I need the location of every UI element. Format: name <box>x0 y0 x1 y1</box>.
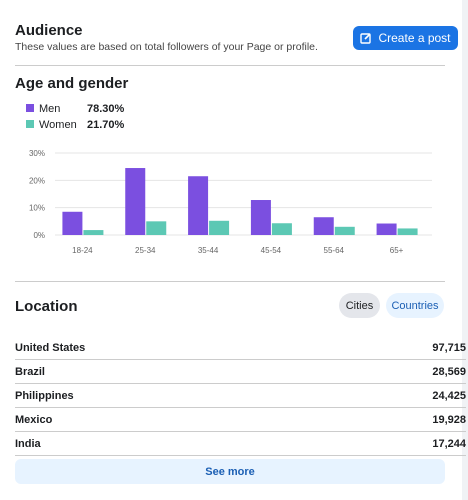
location-row: Philippines 24,425 <box>15 385 466 408</box>
country-name: India <box>15 438 41 450</box>
button-label: Create a post <box>378 31 451 45</box>
y-tick-label: 10% <box>29 204 45 213</box>
x-tick-label: 18-24 <box>72 246 93 255</box>
bar <box>125 168 146 235</box>
bar <box>334 226 355 235</box>
location-row: Brazil 28,569 <box>15 361 466 384</box>
country-name: Philippines <box>15 390 74 402</box>
y-tick-label: 30% <box>29 149 45 158</box>
bar <box>209 220 230 235</box>
subtitle: These values are based on total follower… <box>15 41 318 53</box>
bar <box>376 223 397 235</box>
legend-swatch <box>26 120 34 128</box>
follower-count: 17,244 <box>432 438 466 450</box>
title: Audience <box>15 22 83 39</box>
country-name: Brazil <box>15 366 45 378</box>
follower-count: 28,569 <box>432 366 466 378</box>
x-tick-label: 55-64 <box>324 246 345 255</box>
follower-count: 97,715 <box>432 342 466 354</box>
location-row: United States 97,715 <box>15 337 466 360</box>
legend-share: 78.30% <box>87 103 125 115</box>
divider <box>15 65 445 66</box>
bar <box>188 176 209 235</box>
create-post-button[interactable]: Create a post <box>353 26 458 50</box>
cities-tab[interactable]: Cities <box>339 293 380 318</box>
legend-label: Women <box>39 119 77 131</box>
bar <box>397 228 418 235</box>
x-tick-label: 25-34 <box>135 246 156 255</box>
x-tick-label: 65+ <box>390 246 404 255</box>
y-tick-label: 20% <box>29 176 45 185</box>
edit-icon <box>360 33 372 44</box>
follower-count: 24,425 <box>432 390 466 402</box>
location-row: Mexico 19,928 <box>15 409 466 432</box>
divider <box>15 281 445 282</box>
chart: Men 78.30% Women 21.70% 0% 10% 20% 30% 18-24 25-3… <box>26 103 432 255</box>
bar <box>250 200 271 235</box>
bar <box>271 223 292 235</box>
chart-title: Age and gender <box>15 75 129 92</box>
bar <box>313 217 334 235</box>
legend-share: 21.70% <box>87 119 125 131</box>
country-name: Mexico <box>15 414 53 426</box>
bar <box>62 211 83 235</box>
x-tick-label: 35-44 <box>198 246 219 255</box>
follower-count: 19,928 <box>432 414 466 426</box>
bar <box>83 230 104 235</box>
country-name: United States <box>15 342 86 354</box>
location-row: India 17,244 <box>15 433 466 456</box>
y-tick-label: 0% <box>33 231 45 240</box>
x-tick-label: 45-54 <box>261 246 282 255</box>
location-title: Location <box>15 298 78 315</box>
bar <box>146 221 167 235</box>
see-more-button[interactable]: See more <box>15 459 445 484</box>
legend-label: Men <box>39 103 60 115</box>
countries-tab[interactable]: Countries <box>386 293 444 318</box>
legend-swatch <box>26 104 34 112</box>
